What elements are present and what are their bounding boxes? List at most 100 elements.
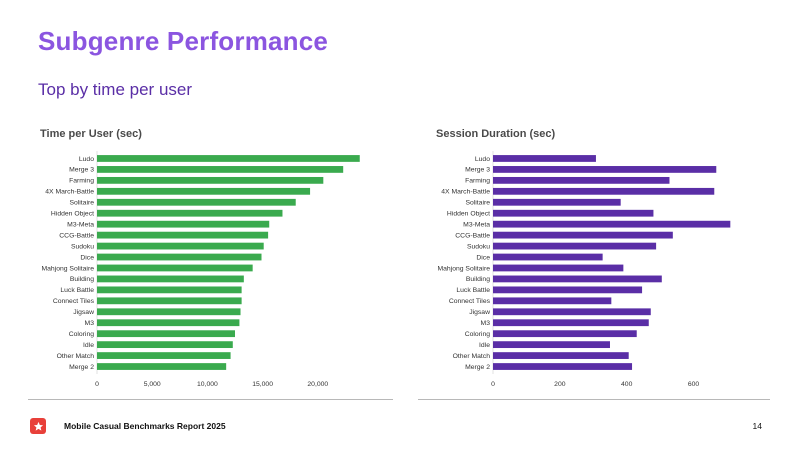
report-logo xyxy=(30,418,46,434)
category-label: Farming xyxy=(69,178,94,185)
bar xyxy=(493,308,651,316)
category-label: Hidden Object xyxy=(447,211,490,218)
footer-divider-right xyxy=(418,399,770,400)
category-label: Building xyxy=(70,276,94,283)
category-label: M3-Meta xyxy=(67,221,94,228)
bar xyxy=(97,363,227,370)
bar xyxy=(97,231,269,239)
bar xyxy=(493,176,670,184)
bar xyxy=(493,297,612,305)
bar xyxy=(493,155,596,162)
category-label: Luck Battle xyxy=(60,287,94,294)
bar xyxy=(493,352,629,359)
category-label: Jigsaw xyxy=(469,309,490,316)
category-label: M3 xyxy=(481,320,491,327)
bar xyxy=(493,253,603,261)
bar xyxy=(97,209,283,217)
tick-label: 0 xyxy=(95,381,99,388)
category-label: Merge 3 xyxy=(69,167,94,174)
bar xyxy=(493,209,654,217)
bar xyxy=(493,275,662,283)
category-label: Hidden Object xyxy=(51,211,94,218)
bar xyxy=(493,187,715,195)
category-label: Mahjong Solitaire xyxy=(437,265,490,272)
bar xyxy=(97,166,344,173)
category-label: Dice xyxy=(80,254,94,261)
chart-title-session-duration: Session Duration (sec) xyxy=(436,128,556,140)
tick-label: 5,000 xyxy=(144,381,161,388)
bar xyxy=(97,187,311,195)
tick-label: 20,000 xyxy=(307,381,328,388)
category-label: Connect Tiles xyxy=(449,298,491,305)
bar xyxy=(97,275,244,283)
bar xyxy=(97,286,242,294)
slide-title: Subgenre Performance xyxy=(38,26,329,56)
category-label: CCG-Battle xyxy=(455,232,490,239)
category-label: Other Match xyxy=(57,353,95,360)
page-number: 14 xyxy=(752,421,762,431)
bar xyxy=(493,242,657,250)
category-label: 4X March-Battle xyxy=(441,189,490,196)
report-name: Mobile Casual Benchmarks Report 2025 xyxy=(64,421,226,431)
tick-label: 10,000 xyxy=(197,381,218,388)
tick-label: 600 xyxy=(688,381,700,388)
category-label: Merge 2 xyxy=(465,364,490,371)
tick-label: 400 xyxy=(621,381,633,388)
tick-label: 200 xyxy=(554,381,566,388)
category-label: Farming xyxy=(465,178,490,185)
category-label: 4X March-Battle xyxy=(45,189,94,196)
category-label: Jigsaw xyxy=(73,309,94,316)
category-label: Coloring xyxy=(465,331,491,338)
bar xyxy=(493,264,624,272)
bar xyxy=(97,176,324,184)
bar xyxy=(493,319,649,327)
category-label: Luck Battle xyxy=(456,287,490,294)
bar xyxy=(97,330,235,338)
category-label: Connect Tiles xyxy=(53,298,95,305)
category-label: M3 xyxy=(85,320,95,327)
bar xyxy=(493,341,610,349)
bar xyxy=(97,297,242,305)
star-icon xyxy=(33,421,43,431)
footer-divider-left xyxy=(28,399,393,400)
bar xyxy=(97,155,360,162)
category-label: Merge 2 xyxy=(69,364,94,371)
category-label: Coloring xyxy=(69,331,95,338)
bar xyxy=(97,319,240,327)
slide-subtitle: Top by time per user xyxy=(38,80,193,99)
category-label: M3-Meta xyxy=(463,221,490,228)
category-label: Ludo xyxy=(79,156,94,163)
session-duration-chart: Ludo Merge 3 Farming 4X March-Battle Solitai… xyxy=(437,151,731,388)
bar xyxy=(493,198,621,206)
time-per-user-chart: Ludo Merge 3 Farming 4X March-Battle Solitai… xyxy=(41,151,360,388)
bar xyxy=(97,242,264,250)
category-label: Sudoku xyxy=(467,243,490,250)
bar xyxy=(493,330,637,338)
bar xyxy=(97,198,296,206)
chart-title-time-per-user: Time per User (sec) xyxy=(40,128,142,140)
category-label: Building xyxy=(466,276,490,283)
category-label: CCG-Battle xyxy=(59,232,94,239)
tick-label: 0 xyxy=(491,381,495,388)
bar xyxy=(493,363,633,370)
category-label: Solitaire xyxy=(69,200,94,207)
tick-label: 15,000 xyxy=(252,381,273,388)
category-label: Mahjong Solitaire xyxy=(41,265,94,272)
category-label: Idle xyxy=(83,342,94,349)
category-label: Other Match xyxy=(453,353,491,360)
bar xyxy=(493,166,717,173)
category-label: Dice xyxy=(476,254,490,261)
bar xyxy=(97,352,231,359)
bar xyxy=(97,264,253,272)
bar xyxy=(97,308,241,316)
bar xyxy=(493,231,673,239)
bar xyxy=(97,341,233,349)
bar xyxy=(493,220,731,228)
bar xyxy=(97,253,262,261)
category-label: Solitaire xyxy=(465,200,490,207)
category-label: Merge 3 xyxy=(465,167,490,174)
category-label: Idle xyxy=(479,342,490,349)
category-label: Sudoku xyxy=(71,243,94,250)
bar xyxy=(97,220,270,228)
bar xyxy=(493,286,643,294)
